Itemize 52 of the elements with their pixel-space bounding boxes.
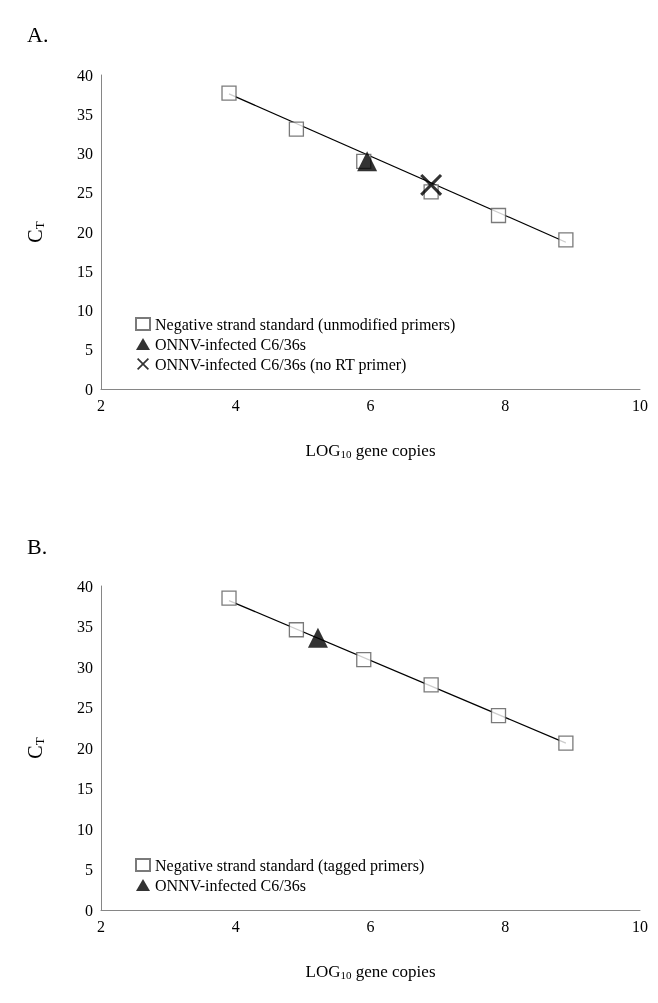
point [558,735,574,751]
chart-title: B. [27,533,48,559]
y-tick-label: 15 [77,262,93,280]
x-tick-label: 2 [97,917,105,935]
y-tick-label: 20 [77,223,93,241]
y-tick-label: 25 [77,184,93,202]
point [221,590,237,606]
x-tick-label: 10 [632,917,648,935]
y-tick-label: 25 [77,699,93,716]
point [357,151,378,172]
x-tick-label: 6 [366,917,375,935]
y-tick-label: 10 [77,820,93,838]
y-tick-label: 35 [77,618,93,635]
y-tick-label: 30 [77,145,93,162]
point [288,121,305,137]
legend-label: Negative strand standard (tagged primers) [155,856,425,875]
x-tick-label: 8 [501,917,510,935]
x-axis-title: LOG10 gene copies [305,961,436,982]
point [288,622,305,638]
point [490,207,507,224]
x-tick-label: 4 [231,917,240,935]
point [558,232,574,248]
y-tick-label: 30 [77,658,93,676]
x-tick-label: 8 [501,396,510,414]
y-tick-label: 10 [77,302,93,319]
legend-label: Negative strand standard (unmodified primers) [155,315,456,334]
point [356,652,372,668]
chart-title: A. [27,21,49,47]
legend-label: ONNV-infected C6/36s [155,876,306,894]
y-axis-title: CT [24,737,47,759]
y-tick-label: 5 [85,341,93,359]
point [490,707,507,724]
y-tick-label: 15 [77,780,93,797]
y-tick-label: 20 [77,739,93,757]
y-tick-label: 0 [85,901,93,919]
y-tick-label: 35 [77,105,93,123]
y-tick-label: 5 [85,861,93,878]
x-axis-title: LOG10 gene copies [305,440,436,461]
point [221,85,237,101]
y-tick-label: 40 [77,577,93,595]
x-tick-label: 10 [632,396,648,414]
point [420,173,443,196]
legend-label: ONNV-infected C6/36s (no RT primer) [155,355,407,374]
point [423,677,439,693]
y-axis-title: CT [24,221,47,243]
y-tick-label: 0 [85,380,93,398]
y-tick-label: 40 [77,66,93,84]
point [307,627,328,648]
x-tick-label: 2 [97,396,105,414]
x-tick-label: 4 [231,396,240,414]
legend-label: ONNV-infected C6/36s [155,335,306,353]
x-tick-label: 6 [366,396,375,414]
